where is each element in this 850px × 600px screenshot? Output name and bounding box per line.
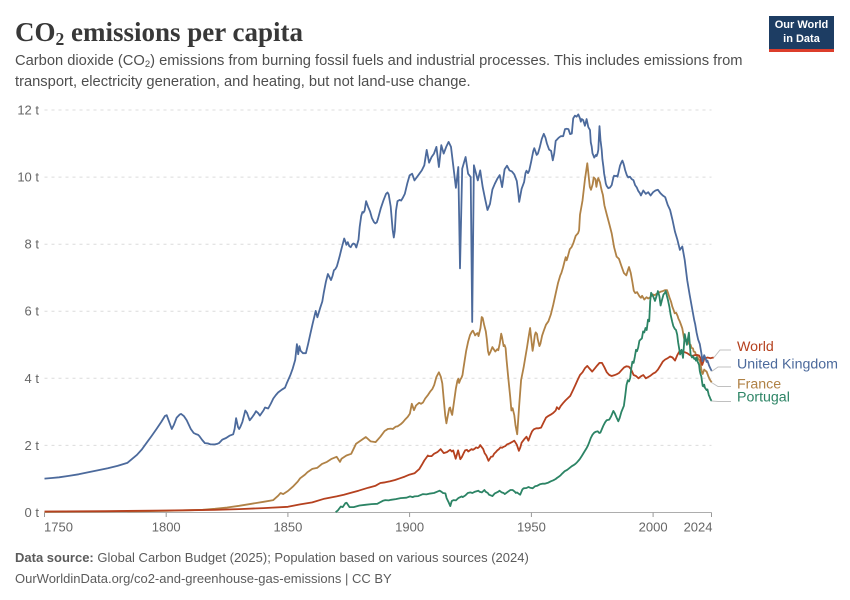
svg-text:1850: 1850: [273, 520, 302, 535]
svg-text:1750: 1750: [44, 520, 73, 535]
svg-text:2 t: 2 t: [25, 438, 40, 453]
svg-text:1900: 1900: [395, 520, 424, 535]
svg-text:Portugal: Portugal: [737, 390, 790, 406]
svg-text:United Kingdom: United Kingdom: [737, 357, 838, 373]
svg-text:8 t: 8 t: [25, 237, 40, 252]
svg-text:1950: 1950: [517, 520, 546, 535]
svg-text:6 t: 6 t: [25, 304, 40, 319]
svg-text:World: World: [737, 339, 774, 355]
svg-text:4 t: 4 t: [25, 371, 40, 386]
svg-text:2024: 2024: [684, 520, 713, 535]
svg-text:10 t: 10 t: [17, 170, 39, 185]
svg-text:1800: 1800: [152, 520, 181, 535]
svg-text:12 t: 12 t: [17, 103, 39, 118]
svg-text:0 t: 0 t: [25, 505, 40, 520]
svg-text:France: France: [737, 377, 781, 393]
svg-text:2000: 2000: [639, 520, 668, 535]
